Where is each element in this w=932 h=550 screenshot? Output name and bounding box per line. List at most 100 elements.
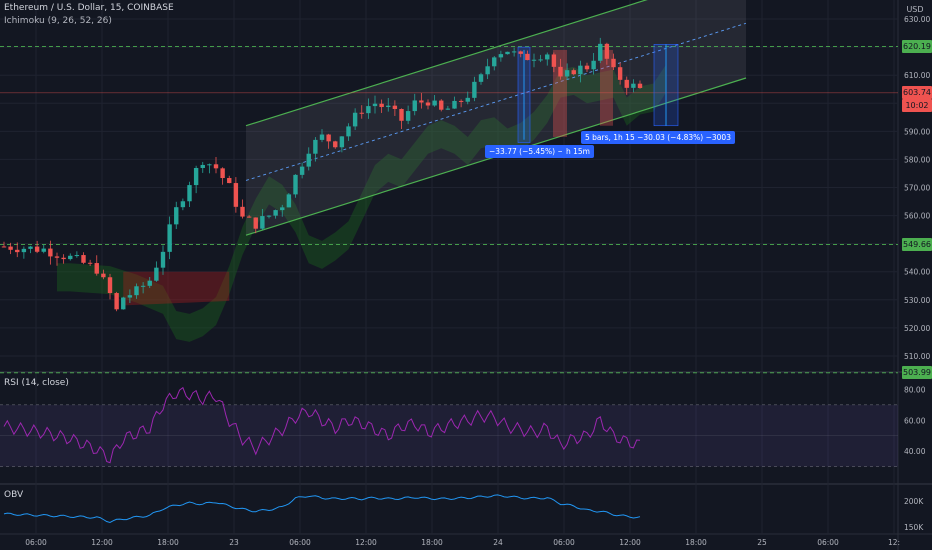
candle-body xyxy=(584,65,590,70)
measure-boxes[interactable] xyxy=(517,44,679,143)
ichimoku-label[interactable]: Ichimoku (9, 26, 52, 26) xyxy=(4,16,112,26)
candle-body xyxy=(213,164,219,169)
time-tick: 06:00 xyxy=(817,538,839,547)
candle-body xyxy=(187,185,192,202)
candle-body xyxy=(313,139,318,154)
measure-box-red-1 xyxy=(553,49,567,137)
candle-body xyxy=(273,210,278,216)
candle-body xyxy=(366,106,371,114)
candle-body xyxy=(492,57,497,67)
candle-body xyxy=(538,59,543,61)
candle-body xyxy=(174,207,179,225)
time-tick: 12:00 xyxy=(619,538,641,547)
obv-label[interactable]: OBV xyxy=(4,490,24,500)
candle-body xyxy=(624,79,629,88)
candle-body xyxy=(591,60,596,70)
candle-body xyxy=(551,54,557,67)
measure-box-red-2 xyxy=(600,49,613,126)
price-tag: 10:02 xyxy=(902,99,932,113)
time-tick: 12: xyxy=(888,538,900,547)
price-tick: 590.00 xyxy=(904,127,930,136)
price-tick: 580.00 xyxy=(904,155,930,164)
candle-body xyxy=(564,70,570,77)
obv-line xyxy=(3,494,641,524)
candle-body xyxy=(399,108,404,121)
obv-tick: 150K xyxy=(904,523,924,532)
time-tick: 06:00 xyxy=(25,538,47,547)
candle-body xyxy=(465,97,470,102)
candle-body xyxy=(445,108,451,110)
rsi-tick: 80.00 xyxy=(904,385,926,394)
measure-left-text: −33.77 (−5.45%) −3377 xyxy=(489,147,583,156)
candle-body xyxy=(134,286,139,296)
candle-body xyxy=(286,194,292,208)
candle-body xyxy=(412,100,417,112)
price-tick: 530.00 xyxy=(904,296,930,305)
candle-body xyxy=(81,255,86,263)
candle-body xyxy=(405,111,411,121)
time-tick: 18:00 xyxy=(421,538,443,547)
candle-body xyxy=(498,54,504,58)
candle-body xyxy=(114,293,119,310)
price-tag: 549.66 xyxy=(902,238,932,252)
price-tick: 510.00 xyxy=(904,352,930,361)
candle-body xyxy=(472,81,477,98)
candle-body xyxy=(419,100,424,103)
candle-body xyxy=(121,297,126,310)
channel-upper xyxy=(245,0,648,127)
candle-body xyxy=(1,246,7,248)
candle-body xyxy=(280,207,285,211)
candle-body xyxy=(233,183,239,207)
candle-body xyxy=(485,66,490,75)
candle-body xyxy=(432,100,437,106)
candle-body xyxy=(359,112,364,114)
candle-body xyxy=(107,277,113,294)
measure-left-tail: h 15m xyxy=(562,145,594,158)
candle-body xyxy=(386,105,391,108)
candle-body xyxy=(253,217,258,229)
candle-body xyxy=(617,67,623,80)
price-tag: 620.19 xyxy=(902,40,932,54)
candle-body xyxy=(167,224,172,252)
candle-body xyxy=(140,285,146,287)
time-tick: 18:00 xyxy=(157,538,179,547)
candle-body xyxy=(299,166,305,175)
candle-body xyxy=(21,248,27,253)
candle-body xyxy=(604,43,610,59)
price-tick: 520.00 xyxy=(904,324,930,333)
candle-body xyxy=(518,51,523,54)
candle-body xyxy=(293,174,298,195)
candle-body xyxy=(200,164,205,168)
horizontal-levels[interactable] xyxy=(0,46,898,374)
candle-body xyxy=(266,215,272,217)
price-tick: 540.00 xyxy=(904,268,930,277)
candle-body xyxy=(260,216,265,229)
time-tick: 23 xyxy=(229,538,239,547)
candle-body xyxy=(154,267,159,281)
time-tick: 25 xyxy=(757,538,767,547)
candle-body xyxy=(525,53,530,61)
currency-label: USD xyxy=(906,5,923,14)
candle-body xyxy=(319,134,325,140)
candle-body xyxy=(180,201,186,208)
measure-left-label: −33.77 (−5.45%) −3377 xyxy=(485,145,587,158)
candle-body xyxy=(578,65,583,75)
time-tick: 12:00 xyxy=(355,538,377,547)
candle-body xyxy=(458,100,464,102)
candle-body xyxy=(637,83,643,88)
candle-body xyxy=(61,257,66,260)
candle-body xyxy=(346,126,351,137)
candle-body xyxy=(339,136,345,148)
candle-body xyxy=(8,246,13,250)
rsi-line xyxy=(3,386,641,464)
candle-body xyxy=(15,249,20,253)
candle-body xyxy=(127,295,133,298)
candle-body xyxy=(240,206,245,217)
rsi-label[interactable]: RSI (14, close) xyxy=(4,378,69,388)
candle-body xyxy=(74,255,80,257)
time-tick: 24 xyxy=(493,538,503,547)
time-tick: 12:00 xyxy=(91,538,113,547)
time-tick: 06:00 xyxy=(289,538,311,547)
rsi-tick: 60.00 xyxy=(904,416,926,425)
